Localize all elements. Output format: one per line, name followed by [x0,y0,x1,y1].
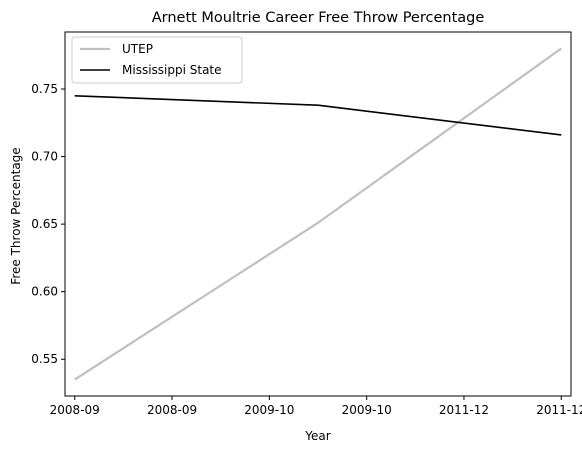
plot-area [74,47,562,381]
y-axis: 0.55 0.60 0.65 0.70 0.75 [31,82,65,366]
x-tick-label: 2009-10 [342,403,392,417]
x-axis-label: Year [304,429,330,443]
x-tick-label: 2008-09 [50,403,100,417]
legend-label-utep: UTEP [122,42,153,56]
x-tick-label: 2008-09 [147,403,197,417]
series-line-mississippi-state [74,94,562,136]
y-tick-label: 0.60 [31,285,58,299]
y-tick-label: 0.75 [31,82,58,96]
legend: UTEP Mississippi State [71,36,243,84]
x-tick-label: 2009-10 [244,403,294,417]
y-tick-label: 0.65 [31,217,58,231]
y-axis-label: Free Throw Percentage [9,147,23,284]
series-line-utep [74,47,562,381]
y-tick-label: 0.55 [31,352,58,366]
y-tick-label: 0.70 [31,150,58,164]
chart-title: Arnett Moultrie Career Free Throw Percen… [152,10,485,26]
legend-label-mississippi-state: Mississippi State [122,63,222,77]
legend-box [71,36,243,84]
axes-frame [64,31,572,397]
x-tick-label: 2011-12 [439,403,489,417]
x-tick-label: 2011-12 [536,403,582,417]
x-axis: 2008-09 2008-09 2009-10 2009-10 2011-12 2011-… [50,396,582,417]
